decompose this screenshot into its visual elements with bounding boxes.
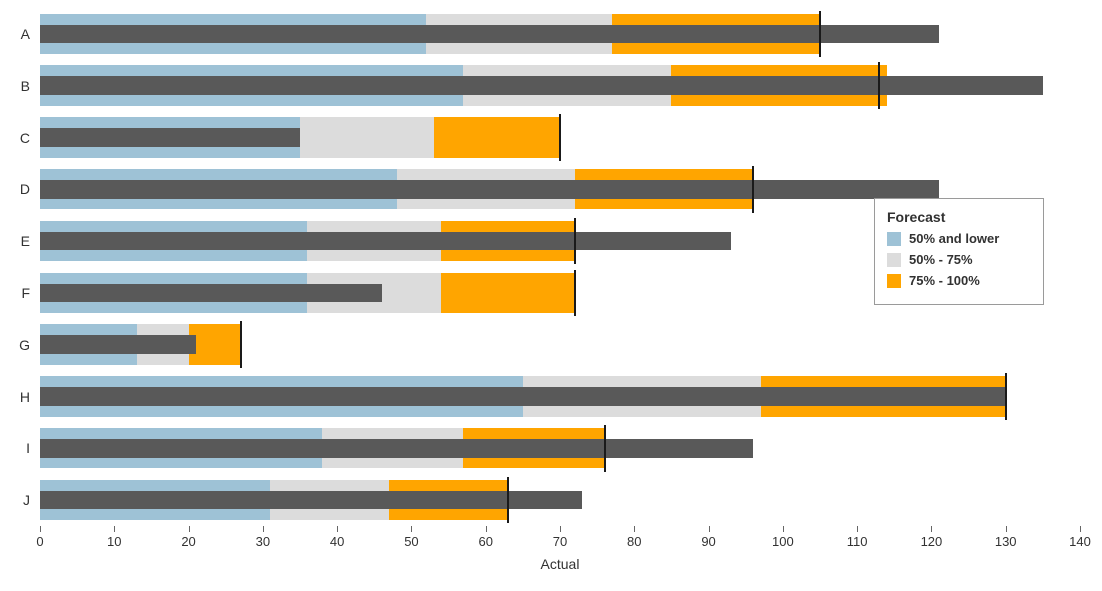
x-tick-label: 110 — [847, 534, 868, 549]
x-tick-label: 20 — [181, 534, 195, 549]
x-tick-label: 80 — [627, 534, 641, 549]
legend-title: Forecast — [887, 209, 1027, 225]
x-tick — [114, 526, 115, 532]
range-high — [441, 273, 575, 313]
legend-item: 75% - 100% — [887, 273, 1027, 288]
legend: Forecast 50% and lower 50% - 75% 75% - 100% — [874, 198, 1044, 305]
legend-swatch — [887, 253, 901, 267]
actual-bar — [40, 387, 1006, 406]
category-label: J — [0, 492, 30, 508]
x-tick-label: 100 — [772, 534, 794, 549]
x-tick — [189, 526, 190, 532]
category-label: F — [0, 285, 30, 301]
actual-bar — [40, 25, 939, 44]
x-tick-label: 10 — [107, 534, 121, 549]
category-label: G — [0, 337, 30, 353]
x-tick-label: 0 — [36, 534, 43, 549]
x-tick-label: 50 — [404, 534, 418, 549]
actual-bar — [40, 232, 731, 251]
actual-bar — [40, 439, 753, 458]
category-label: B — [0, 78, 30, 94]
category-label: A — [0, 26, 30, 42]
category-label: H — [0, 389, 30, 405]
target-marker — [574, 270, 576, 317]
actual-bar — [40, 180, 939, 199]
target-marker — [604, 425, 606, 472]
target-marker — [574, 218, 576, 265]
actual-bar — [40, 284, 382, 303]
x-tick — [931, 526, 932, 532]
x-tick — [263, 526, 264, 532]
actual-bar — [40, 335, 196, 354]
target-marker — [878, 62, 880, 109]
x-tick — [411, 526, 412, 532]
actual-bar — [40, 76, 1043, 95]
legend-swatch — [887, 232, 901, 246]
target-marker — [1005, 373, 1007, 420]
actual-bar — [40, 128, 300, 147]
range-high — [189, 324, 241, 364]
category-label: C — [0, 130, 30, 146]
target-marker — [752, 166, 754, 213]
x-tick — [1080, 526, 1081, 532]
x-tick — [486, 526, 487, 532]
x-tick — [560, 526, 561, 532]
x-tick-label: 130 — [995, 534, 1017, 549]
x-tick — [337, 526, 338, 532]
x-tick-label: 70 — [553, 534, 567, 549]
x-tick-label: 60 — [478, 534, 492, 549]
legend-item: 50% and lower — [887, 231, 1027, 246]
category-label: I — [0, 440, 30, 456]
category-label: E — [0, 233, 30, 249]
x-tick — [1006, 526, 1007, 532]
x-tick-label: 120 — [921, 534, 943, 549]
range-mid — [300, 117, 434, 157]
x-tick-label: 140 — [1069, 534, 1091, 549]
range-high — [434, 117, 560, 157]
x-axis-title: Actual — [541, 556, 580, 572]
x-tick-label: 40 — [330, 534, 344, 549]
target-marker — [819, 11, 821, 58]
x-tick — [40, 526, 41, 532]
target-marker — [559, 114, 561, 161]
x-tick — [783, 526, 784, 532]
legend-label: 50% and lower — [909, 231, 999, 246]
category-label: D — [0, 181, 30, 197]
x-tick — [634, 526, 635, 532]
target-marker — [507, 477, 509, 524]
legend-label: 50% - 75% — [909, 252, 973, 267]
x-tick — [709, 526, 710, 532]
x-tick-label: 30 — [256, 534, 270, 549]
bullet-row — [40, 324, 1080, 364]
legend-swatch — [887, 274, 901, 288]
actual-bar — [40, 491, 582, 510]
bullet-chart: A B C D E F G H I J 0 10 20 30 40 50 60 70 80 90 100 110 120 13… — [0, 0, 1102, 591]
legend-label: 75% - 100% — [909, 273, 980, 288]
legend-item: 50% - 75% — [887, 252, 1027, 267]
target-marker — [240, 321, 242, 368]
x-tick — [857, 526, 858, 532]
x-tick-label: 90 — [701, 534, 715, 549]
